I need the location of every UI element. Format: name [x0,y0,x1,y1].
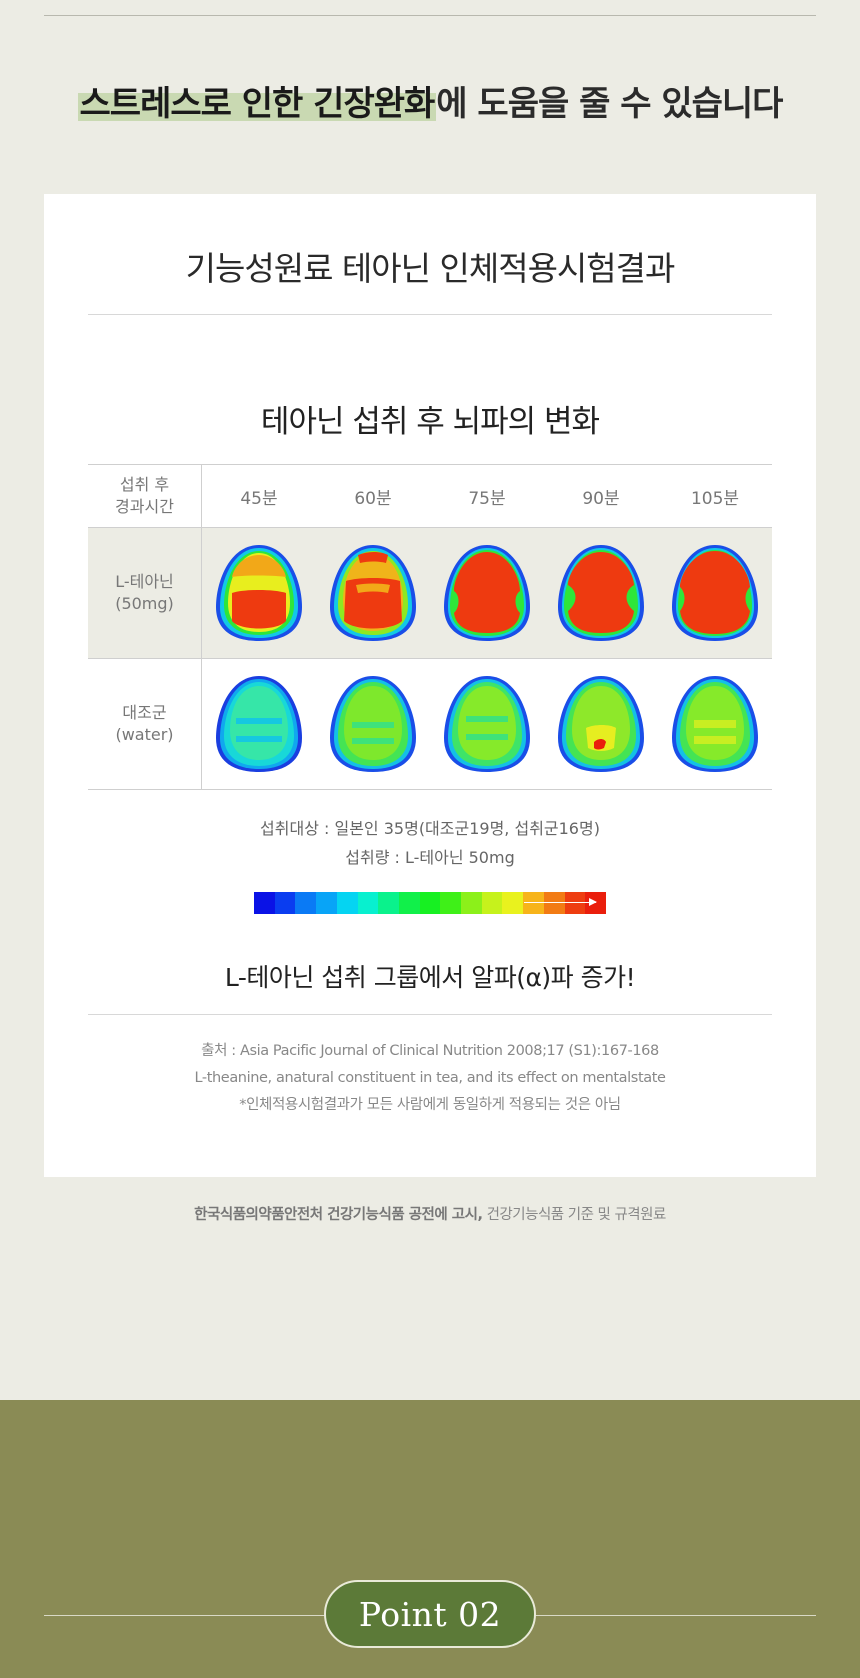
color-scale-swatch [378,892,399,914]
time-label: 60분 [354,488,392,509]
regulatory-notice: 한국식품의약품안전처 건강기능식품 공전에 고시, 건강기능식품 기준 및 규격… [194,1207,666,1223]
card-title: 기능성원료 테아닌 인체적용시험결과 [185,249,676,288]
brain-map-image [216,545,302,641]
color-scale-swatch [523,892,544,914]
time-label: 45분 [240,488,278,509]
color-scale-bar [254,892,606,914]
table-row-water: 대조군 (water) [88,659,772,790]
point-section: Point 02 [0,1400,860,1678]
brain-map-image [330,676,416,772]
color-scale-swatch [398,892,420,914]
header-label: 섭취 후 경과시간 [88,465,202,527]
color-scale-swatch [295,892,317,914]
top-divider [44,15,816,16]
color-scale-swatch [336,892,358,914]
source-citation: 출처 : Asia Pacific Journal of Clinical Nu… [194,1043,666,1113]
brain-map-image [444,545,530,641]
color-scale-swatch [357,892,379,914]
color-scale-swatch [419,892,441,914]
color-scale-swatch [461,892,482,914]
study-subjects: 섭취대상 : 일본인 35명(대조군19명, 섭취군16명) [260,819,600,838]
card-divider [88,1014,772,1015]
point-badge: Point 02 [324,1580,536,1648]
arrow-right-icon [524,898,597,906]
study-card: 기능성원료 테아닌 인체적용시험결과 테아닌 섭취 후 뇌파의 변화 섭취 후 … [44,194,816,1177]
color-scale-swatch [254,892,275,914]
section-subtitle: 테아닌 섭취 후 뇌파의 변화 [260,404,600,440]
color-scale-swatch [481,892,503,914]
color-scale-swatch [274,892,296,914]
brain-map-image [216,676,302,772]
headline-highlight: 스트레스로 인한 긴장완화 [77,84,437,124]
row-label: 대조군 (water) [88,659,202,789]
table-header-row: 섭취 후 경과시간 45분 60분 75분 90분 105분 [88,464,772,528]
page-headline: 스트레스로 인한 긴장완화에 도움을 줄 수 있습니다 [0,76,860,125]
brain-map-image [672,676,758,772]
headline-rest: 에 도움을 줄 수 있습니다 [436,84,783,124]
color-scale-swatch [440,892,462,914]
color-scale-swatch [502,892,524,914]
study-dose: 섭취량 : L-테아닌 50mg [345,848,515,867]
brain-map-image [558,676,644,772]
conclusion-text: L-테아닌 섭취 그룹에서 알파(α)파 증가! [224,963,636,992]
brain-map-image [672,545,758,641]
time-label: 90분 [582,488,620,509]
color-scale-swatch [564,892,586,914]
card-divider [88,314,772,315]
brain-map-image [444,676,530,772]
study-info: 섭취대상 : 일본인 35명(대조군19명, 섭취군16명) 섭취량 : L-테… [44,814,816,872]
color-scale-swatch [316,892,337,914]
brain-map-image [330,545,416,641]
color-scale-swatch [543,892,565,914]
time-label: 75분 [468,488,506,509]
time-label: 105분 [690,488,740,509]
eeg-table: 섭취 후 경과시간 45분 60분 75분 90분 105분 L-테아닌 (50… [88,464,772,790]
brain-map-image [558,545,644,641]
table-row-theanine: L-테아닌 (50mg) [88,528,772,659]
row-label: L-테아닌 (50mg) [88,528,202,658]
